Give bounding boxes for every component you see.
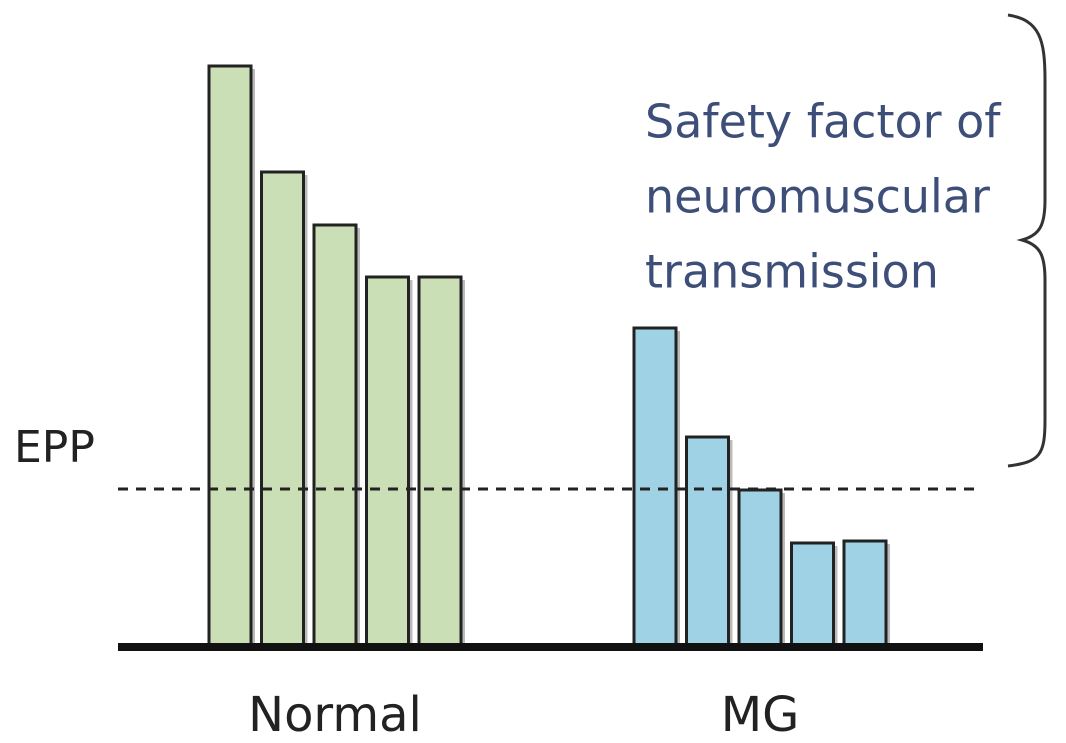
threshold-label: EPP xyxy=(14,422,95,473)
group-label: MG xyxy=(721,687,800,743)
bar xyxy=(417,275,463,647)
bar xyxy=(312,223,358,647)
bar xyxy=(790,541,835,647)
annotation-line: Safety factor of xyxy=(645,95,1002,149)
annotation-line: neuromuscular xyxy=(645,170,990,224)
bar xyxy=(685,435,730,647)
bar xyxy=(207,64,253,647)
bar xyxy=(842,539,888,647)
brace xyxy=(1007,13,1047,468)
bar xyxy=(365,275,410,647)
group-label: Normal xyxy=(248,687,422,743)
bar xyxy=(260,170,305,647)
bar xyxy=(737,488,783,647)
annotation-line: transmission xyxy=(645,245,939,299)
bar xyxy=(632,326,678,647)
